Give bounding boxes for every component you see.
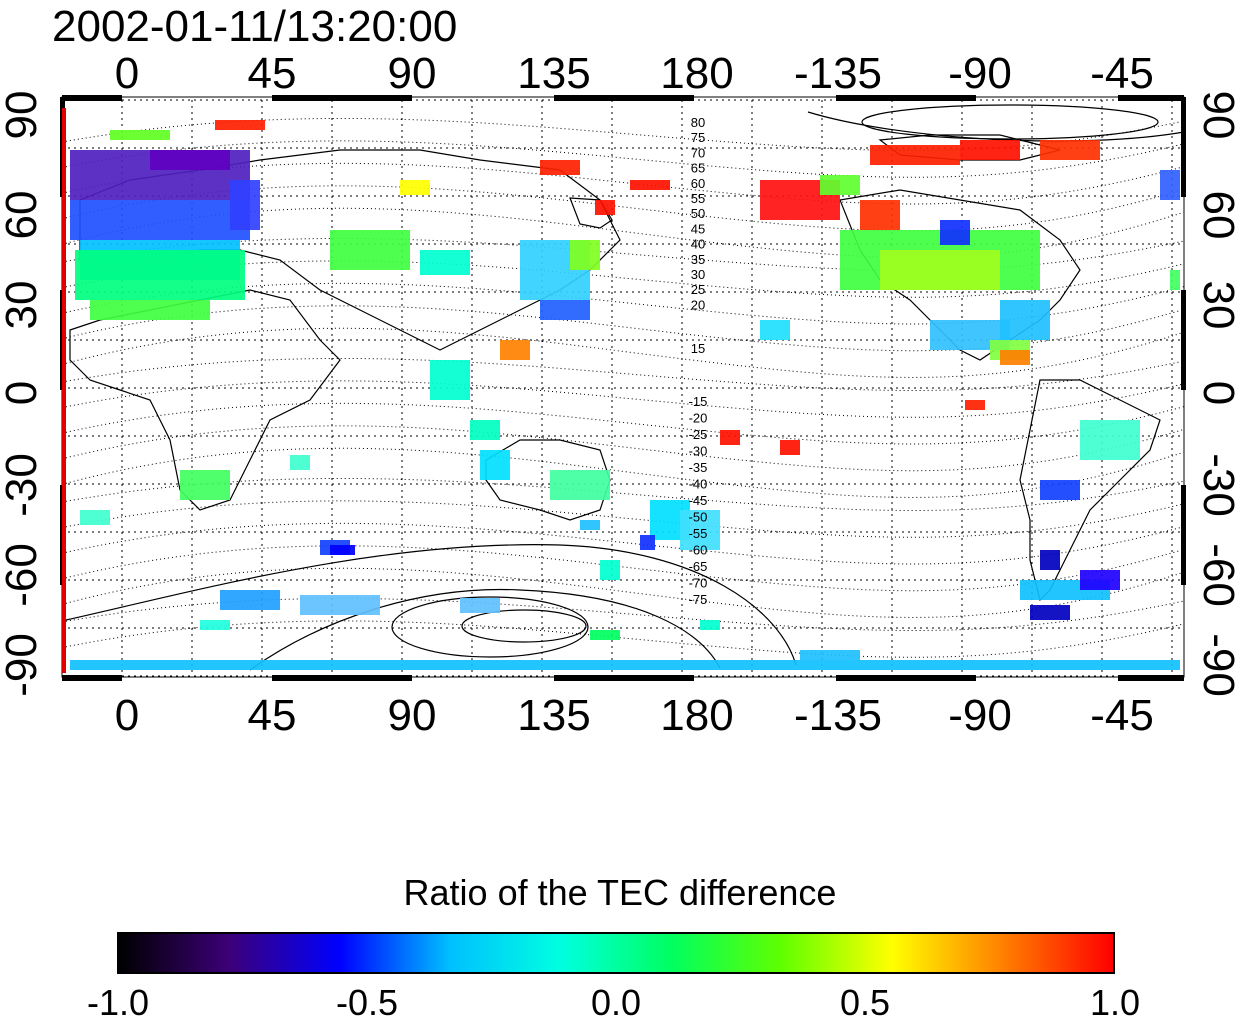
x-tick-label: 90 — [388, 691, 437, 740]
x-tick-label: 45 — [248, 691, 297, 740]
colorbar — [117, 932, 1115, 974]
contour-label: -40 — [689, 477, 708, 492]
x-tick-label: -90 — [948, 49, 1012, 98]
y-tick-label: 90 — [0, 91, 46, 140]
contour-label: -25 — [689, 427, 708, 442]
contour-label: 55 — [691, 191, 705, 206]
polar-solid-contours — [65, 104, 1185, 671]
y-tick-label: -60 — [1194, 543, 1240, 607]
x-tick-label: -135 — [794, 691, 882, 740]
contour-labels-south: -15 -20-25 -30-35 -40-45 -50-55 -60-65 -70-75 — [689, 394, 708, 607]
x-tick-label: 135 — [517, 691, 590, 740]
contour-label: 60 — [691, 176, 705, 191]
colorbar-tick: -1.0 — [86, 982, 150, 1023]
contour-label: 20 — [691, 297, 705, 312]
contour-label: -55 — [689, 526, 708, 541]
y-tick-label: 0 — [0, 381, 46, 405]
contour-label: 40 — [691, 237, 705, 252]
contour-label: -30 — [689, 444, 708, 459]
y-tick-label: -30 — [0, 453, 46, 517]
contour-label: 25 — [691, 282, 705, 297]
contour-label: -70 — [689, 576, 708, 591]
contour-label: -75 — [689, 592, 708, 607]
x-tick-label: 0 — [115, 691, 139, 740]
x-tick-label: 135 — [517, 49, 590, 98]
contour-label: -20 — [689, 411, 708, 426]
y-tick-label: 90 — [1194, 91, 1240, 140]
x-tick-label: 45 — [248, 49, 297, 98]
contour-label: -45 — [689, 493, 708, 508]
y-axis-right: 90 60 30 0 -30 -60 -90 — [1194, 91, 1240, 697]
contour-label: 50 — [691, 206, 705, 221]
y-tick-label: 30 — [1194, 281, 1240, 330]
contour-label: 45 — [691, 221, 705, 236]
contour-label: -15 — [689, 394, 708, 409]
x-tick-label: 180 — [660, 49, 733, 98]
terminator-line — [62, 108, 66, 673]
contour-label: -65 — [689, 559, 708, 574]
y-tick-label: 60 — [0, 191, 46, 240]
x-tick-label: 0 — [115, 49, 139, 98]
y-tick-label: 0 — [1194, 381, 1240, 405]
contour-label: -50 — [689, 510, 708, 525]
colorbar-tick: 0.0 — [590, 982, 642, 1023]
y-tick-label: -30 — [1194, 453, 1240, 517]
contour-label: 65 — [691, 161, 705, 176]
contour-label: 15 — [691, 341, 705, 356]
y-tick-label: -60 — [0, 543, 46, 607]
y-tick-label: 60 — [1194, 191, 1240, 240]
contour-label: 80 — [691, 115, 705, 130]
y-tick-label: -90 — [1194, 633, 1240, 697]
y-axis-left: 90 60 30 0 -30 -60 -90 — [0, 91, 46, 697]
x-tick-label: -135 — [794, 49, 882, 98]
contour-label: -60 — [689, 543, 708, 558]
colorbar-tick: -0.5 — [335, 982, 399, 1023]
x-axis-top: 0 45 90 135 180 -135 -90 -45 — [115, 49, 1154, 98]
y-tick-label: 30 — [0, 281, 46, 330]
tec-data-patches — [70, 120, 1180, 670]
contour-label: 35 — [691, 252, 705, 267]
colorbar-title: Ratio of the TEC difference — [403, 872, 837, 913]
contour-label: -35 — [689, 460, 708, 475]
contour-label: 75 — [691, 130, 705, 145]
y-tick-label: -90 — [0, 633, 46, 697]
x-axis-bottom: 0 45 90 135 180 -135 -90 -45 — [115, 691, 1154, 740]
x-tick-label: 180 — [660, 691, 733, 740]
x-tick-label: -45 — [1090, 691, 1154, 740]
contour-label: 70 — [691, 145, 705, 160]
contour-label: 30 — [691, 267, 705, 282]
map-timestamp: 2002-01-11/13:20:00 — [52, 2, 458, 51]
colorbar-tick: 1.0 — [1089, 982, 1141, 1023]
colorbar-tick: 0.5 — [839, 982, 891, 1023]
x-tick-label: -90 — [948, 691, 1012, 740]
x-tick-label: 90 — [388, 49, 437, 98]
x-tick-label: -45 — [1090, 49, 1154, 98]
